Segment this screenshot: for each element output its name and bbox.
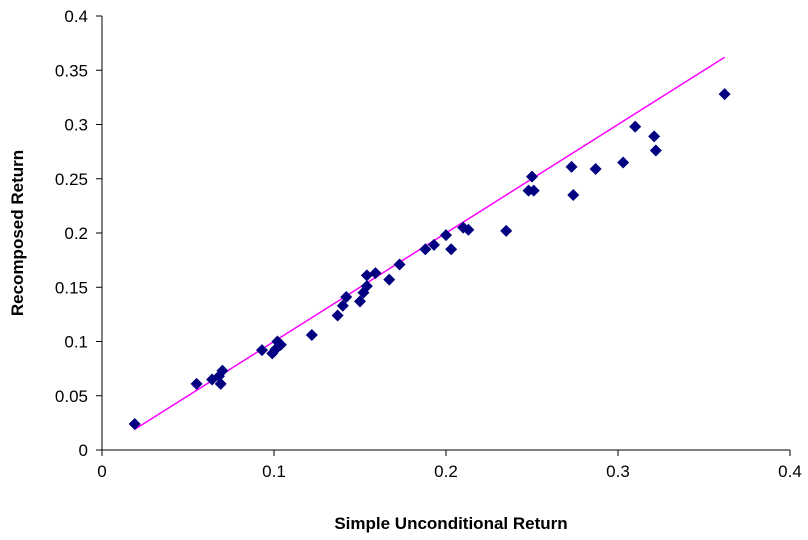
data-point [369,267,382,280]
x-tick-label: 0.4 [778,462,802,481]
y-tick-label: 0.4 [64,7,88,26]
data-point [648,130,661,143]
data-point [427,238,440,251]
plot-area [128,56,731,431]
data-point [360,280,373,293]
data-point [629,120,642,133]
data-point [440,229,452,242]
data-point [255,344,268,357]
data-point [336,299,349,312]
data-point [445,243,458,256]
y-tick-label: 0.35 [55,61,88,80]
data-point [526,170,538,183]
x-axis-title: Simple Unconditional Return [334,514,567,533]
data-point [500,224,513,237]
y-tick-label: 0.15 [55,278,88,297]
data-point [331,309,344,322]
data-point [567,189,580,202]
y-axis-title: Recomposed Return [8,150,27,316]
data-point [393,258,406,271]
data-point [649,144,662,157]
data-point [527,184,540,197]
y-tick-label: 0.25 [55,170,88,189]
y-tick-label: 0 [79,441,88,460]
y-tick-label: 0.2 [64,224,88,243]
data-point [589,162,602,175]
data-point [360,269,373,282]
data-point [214,377,227,390]
x-tick-label: 0.2 [434,462,458,481]
data-point [274,338,287,351]
data-point [383,273,396,286]
y-axis-ticks: 0 0.05 0.1 0.15 0.2 0.25 0.3 0.35 0.4 [55,7,102,460]
data-point [718,88,731,101]
data-point [128,417,141,430]
data-point [354,295,366,308]
data-point [462,223,475,236]
data-point [340,291,353,304]
x-axis-ticks: 0 0.1 0.2 0.3 0.4 [97,450,802,481]
y-tick-label: 0.05 [55,387,88,406]
y-tick-label: 0.1 [64,333,88,352]
x-tick-label: 0 [97,462,106,481]
data-point [216,364,229,377]
data-point [190,377,203,390]
data-point [617,156,630,169]
x-tick-label: 0.1 [262,462,286,481]
data-point [305,328,318,341]
data-point [565,160,578,173]
data-point [419,243,432,256]
y-tick-label: 0.3 [64,116,88,135]
x-tick-label: 0.3 [606,462,630,481]
